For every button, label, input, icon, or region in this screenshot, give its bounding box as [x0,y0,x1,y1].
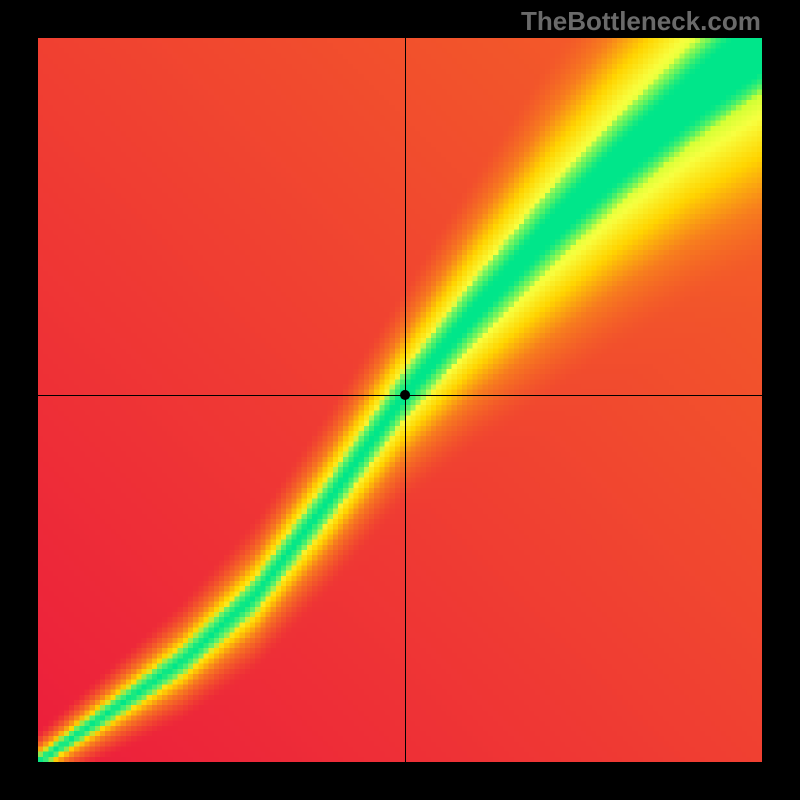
crosshair-overlay [38,38,762,762]
heatmap-plot [38,38,762,762]
chart-container: TheBottleneck.com [0,0,800,800]
watermark-text: TheBottleneck.com [521,6,761,37]
